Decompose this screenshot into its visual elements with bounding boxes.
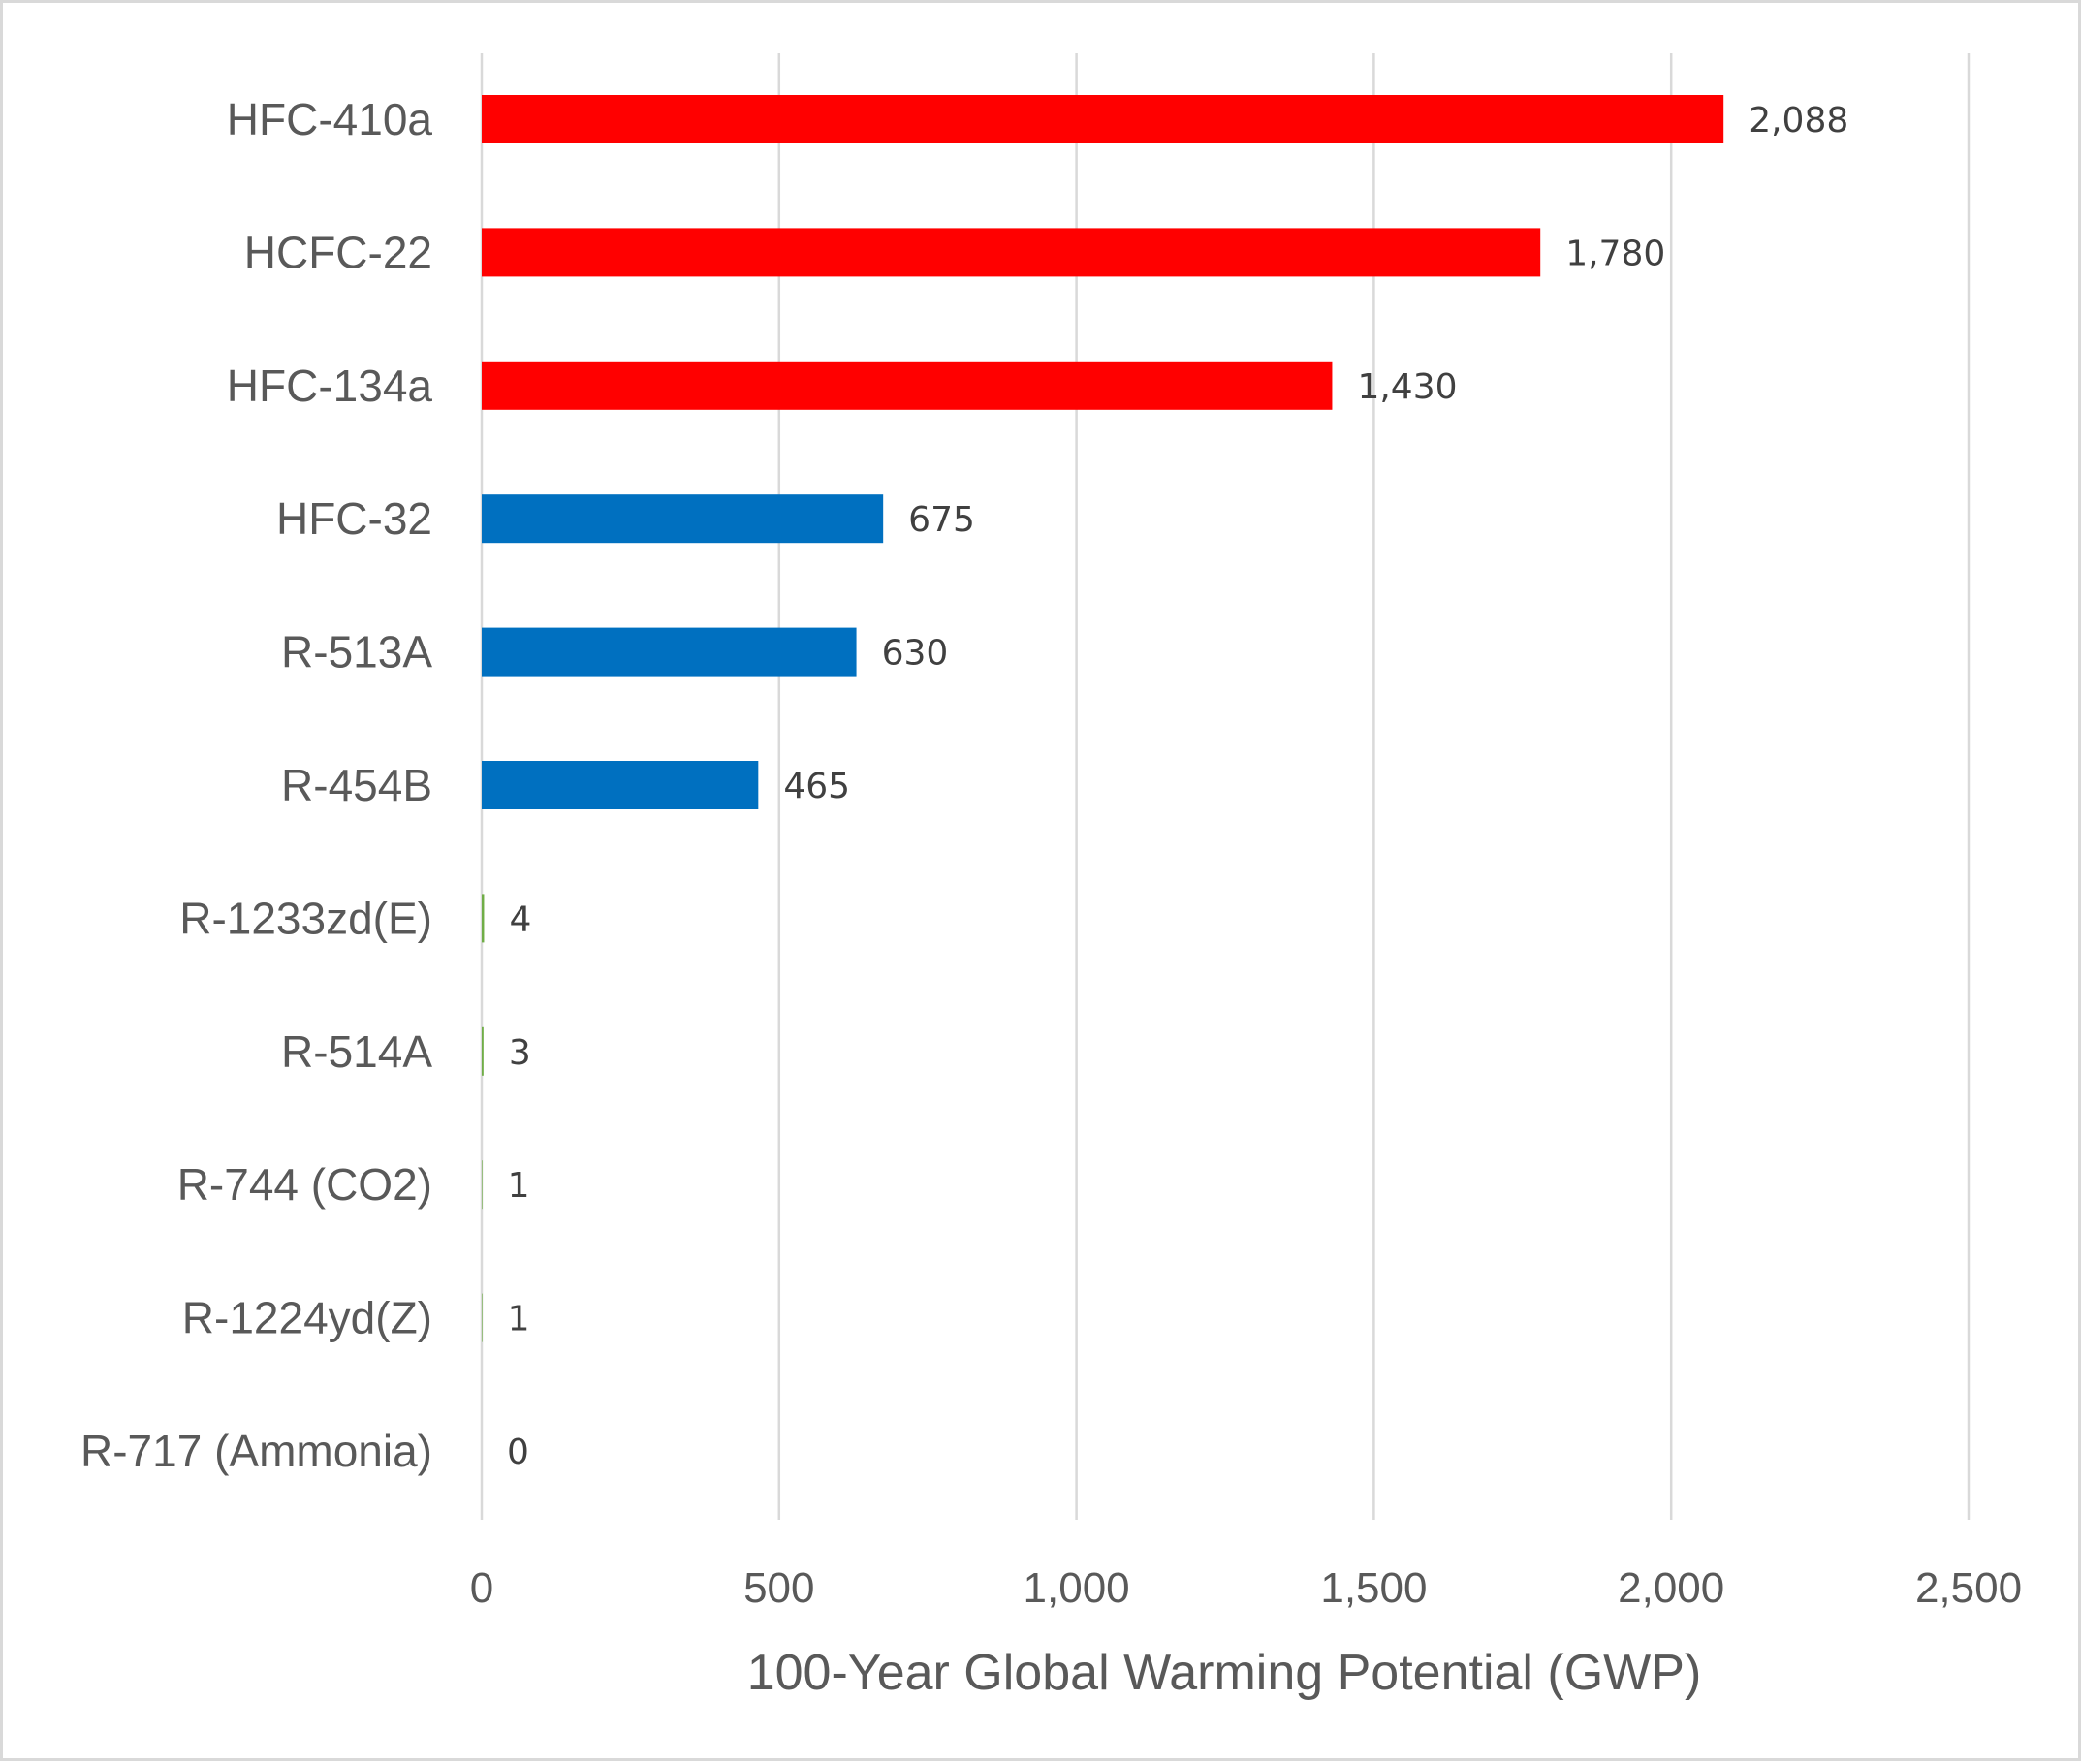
category-label: HCFC-22 [244, 227, 432, 277]
category-label: R-1224yd(Z) [182, 1293, 432, 1343]
bar-chart: 2,088 1,780 1,430 675 630 465 4 3 1 1 0 HFC-410a HC… [80, 53, 2022, 1701]
bar [482, 894, 485, 943]
category-label: R-454B [281, 760, 432, 810]
category-label: R-744 (CO2) [177, 1159, 432, 1210]
bar [482, 1293, 483, 1342]
data-label: 1 [508, 1300, 530, 1339]
data-label: 465 [783, 767, 850, 806]
bar [482, 228, 1541, 277]
bar [482, 494, 884, 544]
x-axis-title: 100-Year Global Warming Potential (GWP) [747, 1645, 1702, 1701]
category-label: R-514A [281, 1026, 432, 1077]
category-label: R-1233zd(E) [179, 893, 432, 943]
x-tick-label: 2,500 [1915, 1564, 2022, 1612]
bar [482, 1026, 484, 1076]
category-labels: HFC-410a HCFC-22 HFC-134a HFC-32 R-513A R-454… [80, 94, 432, 1476]
category-label: HFC-32 [276, 493, 432, 544]
data-label: 3 [509, 1033, 531, 1073]
category-label: HFC-410a [227, 94, 433, 144]
x-tick-label: 500 [743, 1564, 814, 1612]
data-label: 4 [509, 899, 531, 939]
x-tick-label: 0 [470, 1564, 493, 1612]
data-label: 0 [507, 1433, 529, 1472]
bars [482, 95, 1724, 1342]
bar [482, 1160, 483, 1210]
data-label: 1 [508, 1166, 530, 1206]
data-labels: 2,088 1,780 1,430 675 630 465 4 3 1 1 0 [507, 101, 1848, 1472]
data-label: 675 [908, 500, 975, 540]
category-label: R-717 (Ammonia) [80, 1426, 432, 1476]
data-label: 1,430 [1357, 367, 1457, 407]
bar [482, 627, 857, 677]
bar [482, 761, 759, 809]
gridlines [480, 53, 1971, 1520]
category-label: HFC-134a [227, 361, 433, 411]
data-label: 1,780 [1565, 234, 1665, 273]
x-tick-label: 1,500 [1320, 1564, 1427, 1612]
category-label: R-513A [281, 627, 432, 677]
x-tick-label: 1,000 [1024, 1564, 1130, 1612]
x-tick-label: 2,000 [1618, 1564, 1724, 1612]
data-label: 2,088 [1749, 101, 1848, 141]
bar [482, 361, 1333, 410]
x-tick-labels: 0 500 1,000 1,500 2,000 2,500 [470, 1564, 2022, 1612]
data-label: 630 [882, 634, 949, 674]
bar [482, 95, 1724, 143]
